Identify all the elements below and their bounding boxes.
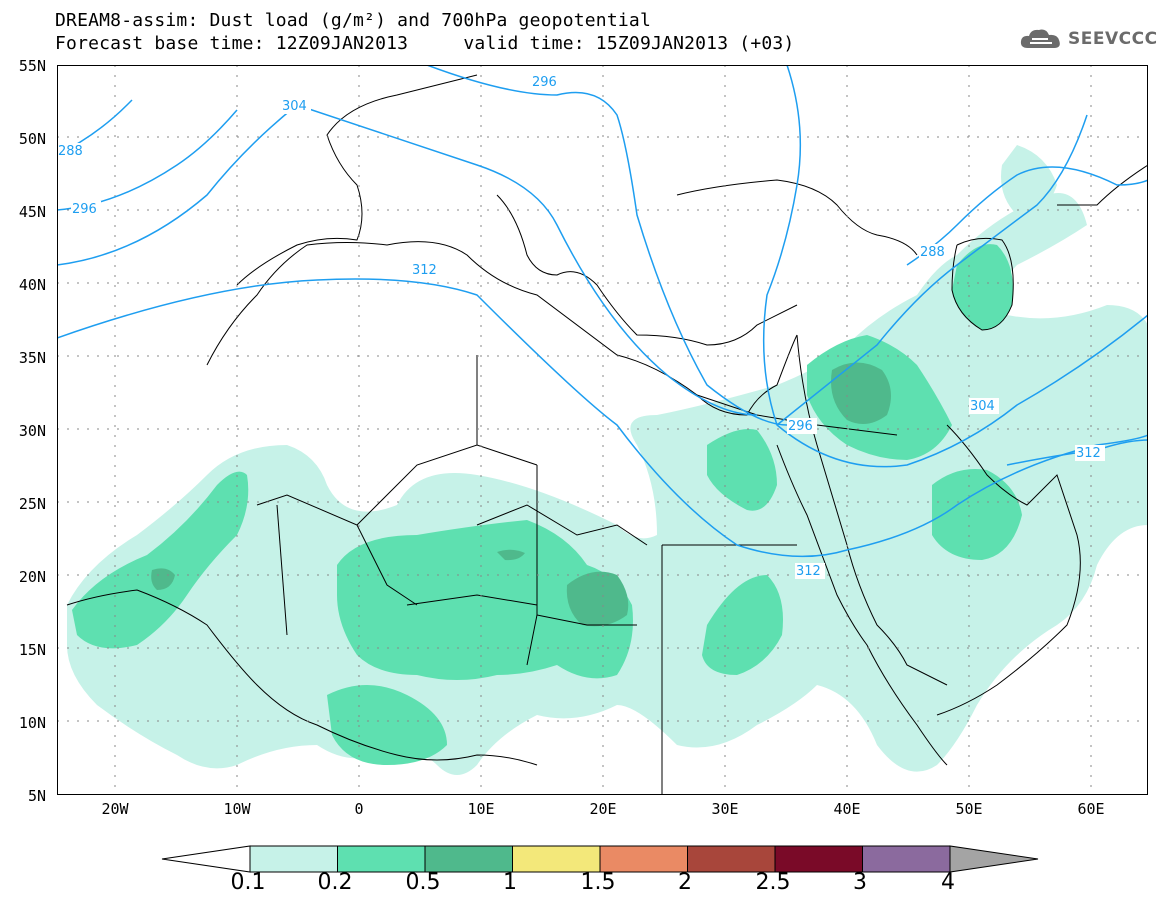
contour-296-upper <box>426 65 788 426</box>
contour-label-296-top: 296 <box>532 75 557 90</box>
contour-labels: 288 296 304 312 296 288 296 304 312 312 <box>57 74 1105 579</box>
lon-label-0: 0 <box>354 800 364 818</box>
lon-label-50e: 50E <box>955 800 983 818</box>
colorbar-label-1-5: 1.5 <box>580 870 616 895</box>
lat-label-20n: 20N <box>18 568 46 586</box>
lon-label-60e: 60E <box>1077 800 1105 818</box>
colorbar-label-2: 2 <box>678 870 692 895</box>
colorbar-label-4: 4 <box>941 870 955 895</box>
colorbar-segment <box>424 845 513 873</box>
contour-304-west <box>57 104 298 266</box>
colorbar-segment <box>249 845 338 873</box>
colorbar-segment <box>512 845 601 873</box>
colorbar-segment <box>687 845 776 873</box>
contour-296-east <box>776 114 1088 426</box>
contour-304-west-upper <box>296 104 758 416</box>
colorbar-label-0-5: 0.5 <box>405 870 441 895</box>
colorbar-label-0-1: 0.1 <box>230 870 266 895</box>
seevccc-logo: SEEVCCC <box>1018 26 1158 52</box>
contour-label-304-east: 304 <box>970 399 995 414</box>
dust-map: 288 296 304 312 296 288 296 304 312 312 <box>57 65 1148 795</box>
lat-label-10n: 10N <box>18 714 46 732</box>
lon-label-40e: 40E <box>833 800 861 818</box>
contour-288-east <box>906 166 1148 266</box>
lat-label-35n: 35N <box>18 349 46 367</box>
colorbar-segment <box>774 845 863 873</box>
lat-label-15n: 15N <box>18 641 46 659</box>
lat-label-50n: 50N <box>18 130 46 148</box>
lat-label-30n: 30N <box>18 422 46 440</box>
contour-label-288-east: 288 <box>920 245 945 260</box>
lon-label-20e: 20E <box>589 800 617 818</box>
colorbar-label-2-5: 2.5 <box>755 870 791 895</box>
colorbar-segment <box>337 845 426 873</box>
lon-label-10e: 10E <box>467 800 495 818</box>
dust-medium-layer <box>72 244 1022 765</box>
lon-label-20w: 20W <box>101 800 129 818</box>
contour-label-312-east: 312 <box>1076 446 1101 461</box>
cloud-icon <box>1020 29 1060 48</box>
colorbar-right-arrow <box>949 845 1039 873</box>
map-title: DREAM8-assim: Dust load (g/m²) and 700hP… <box>55 10 651 31</box>
lat-label-45n: 45N <box>18 203 46 221</box>
contour-312-main <box>57 278 1148 558</box>
colorbar-left-arrow <box>161 845 251 873</box>
lat-label-25n: 25N <box>18 495 46 513</box>
lon-label-10w: 10W <box>223 800 251 818</box>
contour-label-288: 288 <box>58 144 83 159</box>
lat-label-40n: 40N <box>18 276 46 294</box>
colorbar-segment <box>862 845 951 873</box>
logo-text: SEEVCCC <box>1068 29 1158 49</box>
colorbar-label-0-2: 0.2 <box>317 870 353 895</box>
contour-label-312: 312 <box>412 263 437 278</box>
lat-label-5n: 5N <box>27 787 46 805</box>
contour-label-296-east: 296 <box>788 419 813 434</box>
dust-dark-layer <box>151 362 891 627</box>
map-subtitle-times: Forecast base time: 12Z09JAN2013 valid t… <box>55 33 795 54</box>
contour-label-296: 296 <box>72 202 97 217</box>
map-frame <box>57 65 1148 795</box>
colorbar-segment <box>599 845 688 873</box>
lat-label-55n: 55N <box>18 57 46 75</box>
colorbar <box>161 845 1039 873</box>
geopotential-contours <box>57 65 1148 558</box>
contour-label-304: 304 <box>282 99 307 114</box>
lon-label-30e: 30E <box>711 800 739 818</box>
contour-label-312-south: 312 <box>796 564 821 579</box>
graticule <box>57 65 1148 795</box>
colorbar-label-1: 1 <box>503 870 517 895</box>
colorbar-label-3: 3 <box>853 870 867 895</box>
contour-304-upper <box>762 65 1148 468</box>
